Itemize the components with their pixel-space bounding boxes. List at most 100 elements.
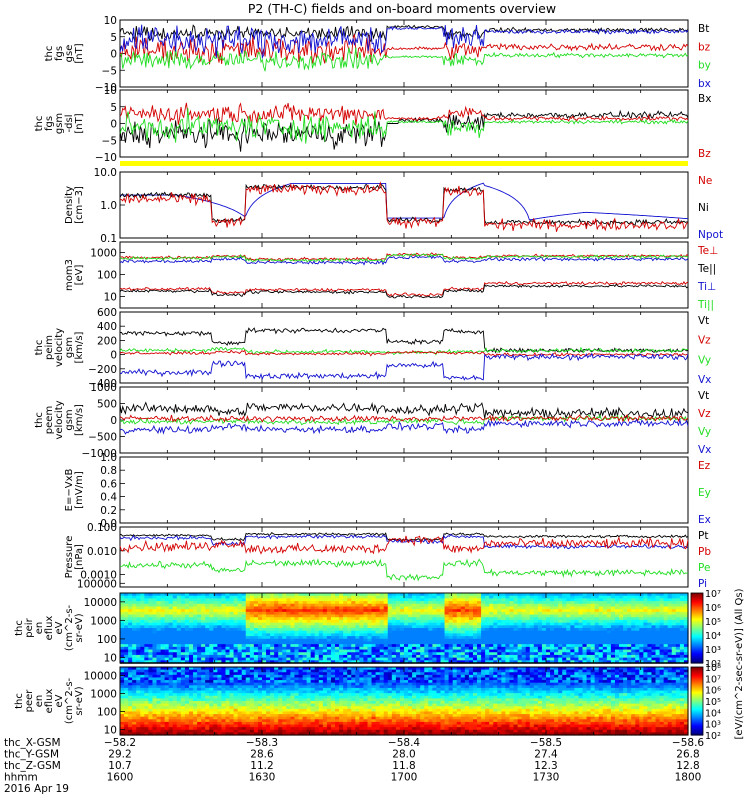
spectrogram-cell (379, 619, 385, 624)
spectrogram-cell (229, 606, 235, 610)
spectrogram-cell (233, 701, 239, 705)
spectrogram-cell (184, 641, 190, 645)
spectrogram-cell (472, 654, 478, 659)
spectrogram-cell (404, 628, 409, 632)
spectrogram-cell (286, 641, 291, 645)
spectrogram-cell (124, 674, 129, 679)
spectrogram-cell (314, 636, 320, 640)
spectrogram-cell (197, 727, 202, 731)
spectrogram-cell (485, 638, 490, 643)
spectrogram-cell (193, 609, 198, 613)
spectrogram-cell (172, 598, 178, 602)
spectrogram-cell (262, 593, 267, 597)
spectrogram-cell (201, 646, 206, 651)
spectrogram-cell (197, 614, 202, 618)
spectrogram-cell (448, 657, 454, 661)
spectrogram-cell (667, 628, 673, 632)
spectrogram-cell (635, 606, 640, 610)
spectrogram-cell (201, 732, 206, 736)
spectrogram-cell (428, 660, 433, 664)
spectrogram-cell (188, 719, 194, 723)
spectrogram-cell (367, 633, 373, 637)
spectrogram-cell (627, 644, 632, 648)
spectrogram-cell (168, 703, 174, 707)
spectrogram-cell (156, 698, 162, 702)
spectrogram-cell (355, 603, 360, 608)
spectrogram-cell (217, 719, 223, 723)
spectrogram-cell (477, 611, 482, 616)
spectrogram-cell (193, 680, 198, 684)
spectrogram-cell (253, 644, 259, 648)
spectrogram-cell (554, 636, 559, 640)
spectrogram-cell (363, 657, 369, 661)
spectrogram-cell (221, 654, 227, 659)
spectrogram-cell (529, 598, 535, 602)
spectrogram-cell (550, 617, 555, 621)
spectrogram-cell (229, 719, 235, 723)
spectrogram-cell (314, 657, 320, 661)
spectrogram-cell (586, 630, 592, 634)
spectrogram-cell (140, 601, 145, 605)
spectrogram-cell (172, 619, 178, 624)
spectrogram-cell (444, 641, 450, 645)
spectrogram-cell (290, 654, 296, 659)
spectrogram-cell (606, 654, 612, 659)
spectrogram-cell (481, 644, 486, 648)
spectrogram-cell (619, 630, 624, 634)
spectrogram-cell (570, 646, 575, 651)
spectrogram-cell (452, 660, 458, 664)
spectrogram-cell (489, 660, 494, 664)
spectrogram-cell (619, 614, 624, 618)
spectrogram-cell (460, 614, 466, 618)
spectrogram-cell (298, 657, 304, 661)
spectrogram-cell (132, 617, 137, 621)
spectrogram-cell (541, 654, 547, 659)
spectrogram-cell (432, 601, 438, 605)
spectrogram-cell (671, 611, 677, 616)
spectrogram-cell (590, 646, 596, 651)
spectrogram-cell (517, 657, 523, 661)
spectrogram-cell (440, 641, 446, 645)
spectrogram-cell (416, 644, 421, 648)
spectrogram-cell (132, 625, 137, 629)
spectrogram-cell (570, 611, 575, 616)
spectrogram-cell (432, 660, 438, 664)
spectrogram-cell (225, 630, 231, 634)
spectrogram-cell (351, 649, 356, 653)
spectrogram-cell (614, 601, 620, 605)
spectrogram-cell (505, 633, 511, 637)
spectrogram-cell (298, 628, 304, 632)
spectrogram-cell (391, 630, 397, 634)
spectrogram-cell (172, 672, 178, 676)
spectrogram-cell (225, 657, 231, 661)
spectrogram-cell (525, 630, 531, 634)
spectrogram-cell (193, 633, 198, 637)
spectrogram-cell (278, 641, 283, 645)
spectrogram-cell (180, 667, 186, 671)
spectrogram-cell (257, 625, 263, 629)
spectrogram-cell (205, 729, 210, 733)
spectrogram-cell (168, 630, 174, 634)
spectrogram-cell (209, 617, 214, 621)
spectrogram-cell (205, 672, 210, 676)
spectrogram-cell (229, 701, 235, 705)
spectrogram-cell (213, 628, 218, 632)
spectrogram-cell (221, 633, 227, 637)
spectrogram-cell (262, 636, 267, 640)
spectrogram-cell (168, 617, 174, 621)
spectrogram-cell (627, 611, 632, 616)
spectrogram-cell (229, 706, 235, 710)
spectrogram-cell (533, 660, 539, 664)
spectrogram-cell (176, 611, 182, 616)
spectrogram-cell (489, 644, 494, 648)
spectrogram-cell (550, 614, 555, 618)
spectrogram-cell (399, 611, 405, 616)
spectrogram-cell (229, 667, 235, 671)
spectrogram-cell (517, 654, 523, 659)
spectrogram-cell (245, 603, 251, 608)
spectrogram-cell (322, 593, 328, 597)
spectrogram-cell (164, 698, 170, 702)
spectrogram-cell (124, 606, 129, 610)
spectrogram-cell (627, 638, 632, 643)
spectrogram-cell (326, 636, 332, 640)
